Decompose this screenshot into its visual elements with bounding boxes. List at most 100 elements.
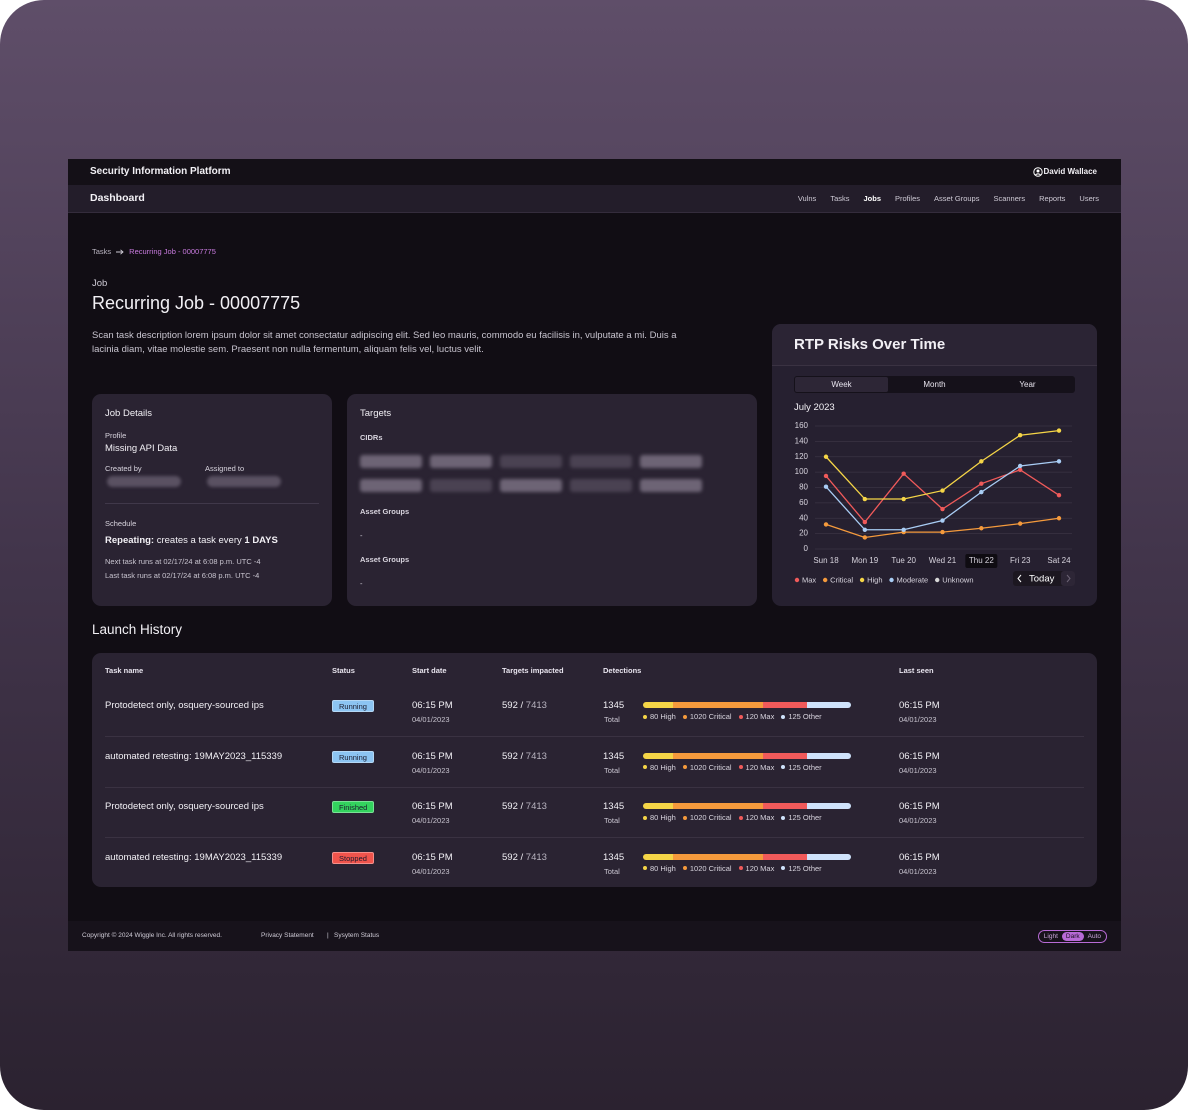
- legend-text: 1020 Critical: [689, 762, 732, 772]
- legend-dot: [643, 714, 647, 719]
- y-tick-label: 40: [799, 513, 808, 522]
- period-tab[interactable]: Week: [795, 377, 888, 392]
- data-point: [901, 527, 906, 532]
- today-button[interactable]: Today: [1029, 574, 1055, 585]
- table-row[interactable]: automated retesting: 19MAY2023_115339 Run…: [92, 738, 1097, 788]
- legend-item: 125 Other: [781, 712, 822, 721]
- table-row[interactable]: automated retesting: 19MAY2023_115339 Sto…: [92, 839, 1097, 888]
- last-time: 06:15 PM: [899, 750, 940, 762]
- status-badge: Running: [332, 700, 374, 712]
- legend-label[interactable]: High: [867, 575, 882, 584]
- today-control: [1013, 571, 1075, 586]
- schedule-value: Repeating: creates a task every 1 DAYS: [105, 535, 278, 546]
- blurred-cidr: [360, 479, 422, 492]
- job-label: Job: [92, 278, 108, 289]
- next-button[interactable]: [1061, 571, 1075, 586]
- legend-text: 1020 Critical: [689, 813, 732, 822]
- blurred-cidr: [640, 479, 702, 492]
- legend-swatch: [859, 577, 865, 583]
- user-name[interactable]: David Wallace: [1043, 167, 1097, 176]
- table-row[interactable]: Protodetect only, osquery-sourced ips Run…: [92, 687, 1097, 737]
- chart-card: RTP Risks Over Time Week Month Year July 2…: [772, 324, 1097, 606]
- last-time: 06:15 PM: [899, 851, 940, 863]
- breadcrumb-current: Recurring Job - 00007775: [129, 247, 216, 256]
- legend-text: 1020 Critical: [689, 863, 732, 873]
- data-point: [1056, 459, 1062, 464]
- y-tick-label: 140: [795, 436, 809, 445]
- legend-label[interactable]: Unknown: [942, 575, 973, 584]
- chart-header: [772, 324, 1097, 366]
- section-value: -: [360, 531, 363, 540]
- legend-label[interactable]: Critical: [830, 575, 853, 584]
- detections-bar: [643, 752, 851, 759]
- next-run: Next task runs at 02/17/24 at 6:08 p.m. …: [105, 557, 261, 566]
- legend-item: 80 High: [643, 763, 676, 772]
- legend-dot: [781, 714, 786, 719]
- targets-impacted: 592 / 7413: [502, 801, 547, 812]
- launch-history-table: Task name Status Start date Targets impacte…: [92, 653, 1097, 887]
- footer: Copyright © 2024 Wiggle Inc. All rights …: [68, 921, 1121, 951]
- data-point: [901, 471, 906, 476]
- nav-item[interactable]: Tasks: [830, 194, 850, 203]
- last-date: 04/01/2023: [899, 715, 937, 724]
- nav-item[interactable]: Profiles: [895, 194, 921, 203]
- detections-total: 1345: [603, 851, 625, 863]
- legend-item: 120 Max: [738, 864, 774, 873]
- legend-item: 1020 Critical: [682, 813, 732, 822]
- blurred-cidr: [570, 455, 632, 468]
- legend-text: 1020 Critical: [689, 712, 732, 721]
- data-point: [901, 496, 906, 502]
- detections-legend: 80 High 1020 Critical 120 Max 125 Other: [643, 813, 822, 822]
- legend-swatch: [935, 577, 940, 583]
- nav-item[interactable]: Asset Groups: [934, 194, 980, 203]
- bar-segment: [807, 803, 851, 809]
- profile-label: Profile: [105, 431, 127, 440]
- breadcrumb-arrow: [116, 248, 124, 255]
- theme-option[interactable]: Light: [1043, 933, 1058, 940]
- data-point: [823, 522, 829, 527]
- theme-option[interactable]: Dark: [1061, 932, 1084, 941]
- column-header: Last seen: [899, 666, 934, 675]
- repeat-text: creates a task every: [156, 535, 242, 546]
- legend-swatch: [889, 577, 894, 583]
- last-run: Last task runs at 02/17/24 at 6:08 p.m. …: [105, 571, 260, 580]
- footer-link[interactable]: Sysytem Status: [334, 932, 380, 939]
- detections-total: 1345: [603, 801, 625, 812]
- x-tick-label: Tue 20: [891, 556, 916, 565]
- nav-item[interactable]: Users: [1079, 194, 1099, 203]
- nav-item[interactable]: Vulns: [797, 194, 817, 203]
- repeat-interval: 1 DAYS: [244, 535, 278, 546]
- theme-option[interactable]: Auto: [1087, 933, 1101, 940]
- start-time: 06:15 PM: [412, 750, 453, 762]
- y-tick-label: 80: [799, 483, 808, 492]
- data-point: [1056, 516, 1062, 521]
- assigned-to-label: Assigned to: [205, 464, 245, 473]
- nav-item[interactable]: Jobs: [863, 194, 881, 203]
- bar-segment: [643, 752, 673, 759]
- blurred-cidr: [570, 479, 632, 492]
- legend-item: 125 Other: [781, 864, 822, 873]
- dashboard-title[interactable]: Dashboard: [90, 192, 145, 204]
- legend-label[interactable]: Max: [802, 575, 816, 584]
- legend-label[interactable]: Moderate: [897, 575, 929, 584]
- targets-count: 592: [502, 851, 518, 863]
- legend-dot: [682, 765, 687, 769]
- legend-text: 80 High: [650, 762, 676, 772]
- nav-item[interactable]: Reports: [1039, 194, 1066, 203]
- period-tab[interactable]: Year: [1019, 380, 1036, 389]
- bar-segment: [673, 803, 763, 809]
- chart-title: RTP Risks Over Time: [794, 336, 946, 353]
- prev-icon[interactable]: [1017, 574, 1022, 583]
- legend-dot: [781, 765, 786, 769]
- nav-item[interactable]: Scanners: [993, 194, 1026, 203]
- card-title: Targets: [360, 408, 392, 419]
- breadcrumb-link[interactable]: Tasks: [92, 247, 112, 256]
- legend-text: 80 High: [650, 813, 676, 822]
- footer-link[interactable]: Privacy Statement: [261, 932, 314, 939]
- data-point: [862, 527, 868, 532]
- table-row[interactable]: Protodetect only, osquery-sourced ips Fin…: [92, 788, 1097, 838]
- column-header: Status: [332, 666, 355, 675]
- period-tab[interactable]: Month: [923, 380, 946, 389]
- last-date: 04/01/2023: [899, 866, 937, 876]
- copyright: Copyright © 2024 Wiggle Inc. All rights …: [82, 932, 222, 939]
